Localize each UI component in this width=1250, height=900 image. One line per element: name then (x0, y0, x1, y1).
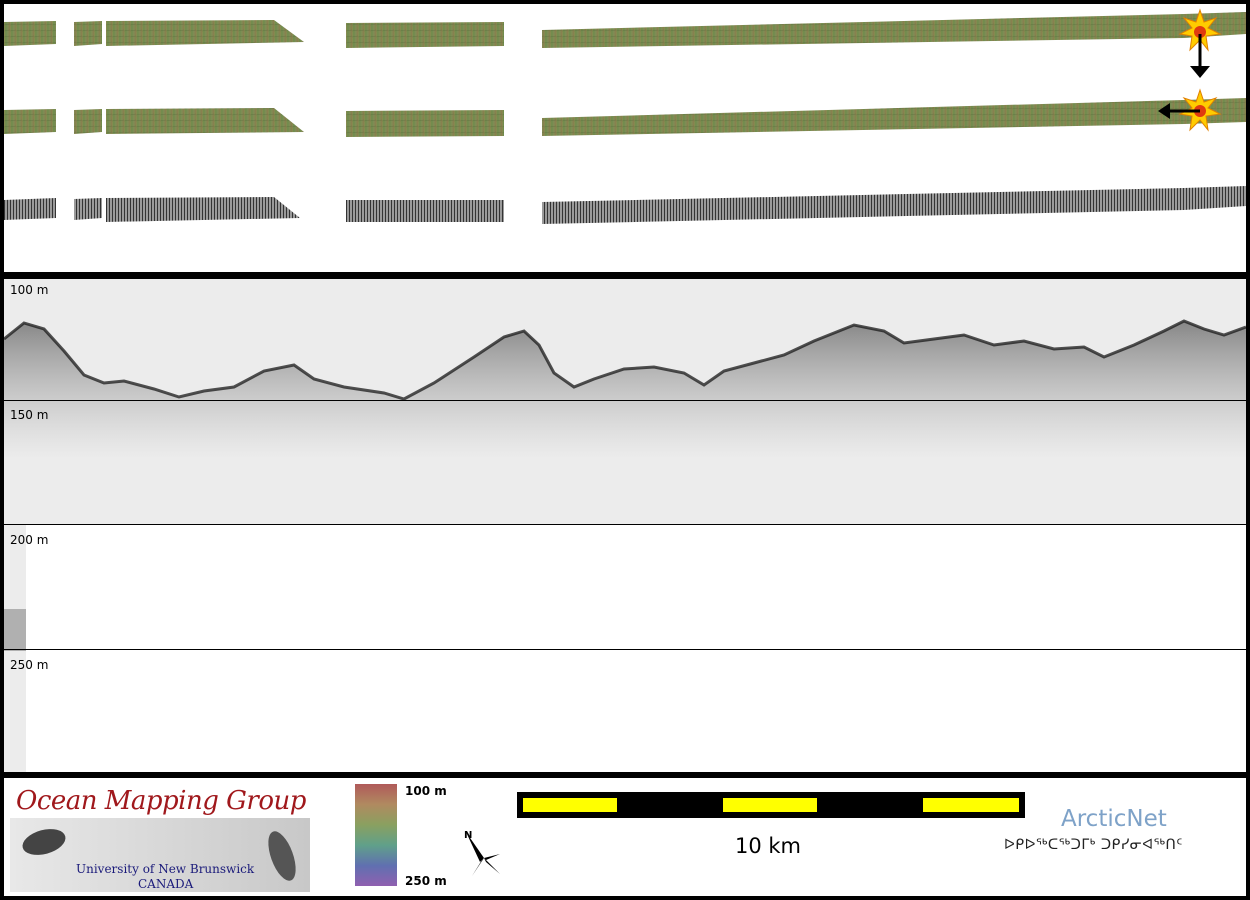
depth-gridline (4, 649, 1246, 650)
ship-position-marker-icon (1178, 8, 1222, 52)
depth-gridline (4, 400, 1246, 401)
backscatter-strip-row (4, 98, 1246, 137)
down-arrow-icon (1190, 34, 1210, 78)
scale-bar-segment (923, 798, 1019, 812)
swath-strips (4, 8, 1246, 224)
echogram-panel: 100 m 150 m 200 m 250 m (4, 279, 1246, 772)
legend-footer: Ocean Mapping Group University of New Br… (4, 778, 1246, 896)
sidescan-strip-row (4, 186, 1246, 224)
bathymetry-strip-row (4, 12, 1246, 48)
depth-gridline (4, 524, 1246, 525)
ocean-mapping-group-logo: Ocean Mapping Group University of New Br… (10, 784, 310, 892)
depth-label-100: 100 m (10, 283, 49, 297)
depth-colorbar (355, 784, 397, 886)
swath-panel (4, 4, 1246, 272)
scale-bar (517, 792, 1025, 818)
scale-bar-segment (723, 798, 817, 812)
depth-label-150: 150 m (10, 408, 49, 422)
seabed-echo-line (4, 319, 1246, 401)
depth-label-250: 250 m (10, 658, 49, 672)
arcticnet-logo: ArcticNet (1061, 806, 1167, 832)
omg-university: University of New Brunswick (76, 862, 255, 876)
omg-title: Ocean Mapping Group (16, 786, 306, 816)
scale-bar-label: 10 km (735, 834, 802, 858)
depth-label-200: 200 m (10, 533, 49, 547)
colorbar-top-label: 100 m (405, 784, 447, 798)
seabed-echo-fill (4, 321, 1246, 459)
omg-country: CANADA (138, 877, 194, 891)
colorbar-bottom-label: 250 m (405, 874, 447, 888)
scale-bar-segment (523, 798, 617, 812)
arcticnet-syllabics: ᐅᑭᐅᖅᑕᖅᑐᒥᒃ ᑐᑭᓯᓂᐊᖅᑎᑦ (1004, 837, 1183, 853)
north-arrow-icon (466, 832, 500, 876)
echogram (4, 279, 1246, 772)
omg-logo-background (10, 818, 310, 892)
left-arrow-icon (1158, 103, 1200, 119)
left-edge-echo (4, 609, 26, 651)
north-label: N (464, 830, 473, 841)
